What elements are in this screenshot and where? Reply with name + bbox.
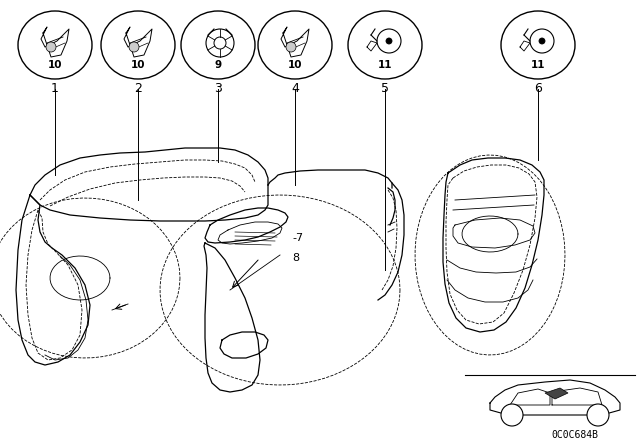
- Text: 9: 9: [214, 60, 221, 70]
- Text: 3: 3: [214, 82, 222, 95]
- Text: 10: 10: [288, 60, 302, 70]
- Text: 11: 11: [378, 60, 392, 70]
- Ellipse shape: [181, 11, 255, 79]
- Circle shape: [286, 42, 296, 52]
- Text: -7: -7: [292, 233, 303, 243]
- Circle shape: [46, 42, 56, 52]
- Text: 5: 5: [381, 82, 389, 95]
- Ellipse shape: [501, 11, 575, 79]
- Text: 10: 10: [48, 60, 62, 70]
- Ellipse shape: [348, 11, 422, 79]
- Text: 8: 8: [292, 253, 299, 263]
- Ellipse shape: [258, 11, 332, 79]
- Ellipse shape: [18, 11, 92, 79]
- Text: 10: 10: [131, 60, 145, 70]
- Text: 0C0C684B: 0C0C684B: [552, 430, 598, 440]
- Text: 11: 11: [531, 60, 545, 70]
- Circle shape: [539, 38, 545, 44]
- Circle shape: [501, 404, 523, 426]
- Circle shape: [386, 38, 392, 44]
- Circle shape: [129, 42, 139, 52]
- Polygon shape: [545, 388, 568, 399]
- Text: 6: 6: [534, 82, 542, 95]
- Text: 4: 4: [291, 82, 299, 95]
- Circle shape: [587, 404, 609, 426]
- Text: 2: 2: [134, 82, 142, 95]
- Text: 1: 1: [51, 82, 59, 95]
- Ellipse shape: [101, 11, 175, 79]
